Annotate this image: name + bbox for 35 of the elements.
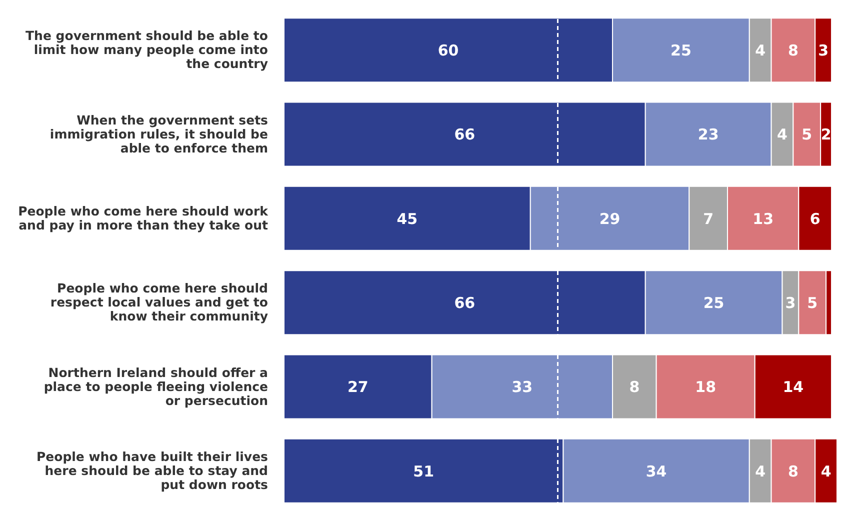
data-label: 8 — [629, 378, 640, 396]
data-label: 14 — [782, 378, 804, 396]
y-tick-label: When the government sets immigration rules, it should be able to enforce them — [50, 112, 268, 156]
y-tick-label: Northern Ireland should offer a place to people fleeing violence or persecution — [44, 364, 268, 408]
data-label: 7 — [703, 210, 714, 228]
y-tick-label: People who have built their lives here should be able to stay and put down roots — [36, 448, 268, 492]
data-label: 25 — [670, 41, 692, 60]
data-label: 13 — [752, 210, 774, 228]
data-label: 66 — [454, 294, 476, 312]
data-label: 18 — [695, 378, 716, 396]
data-label: 8 — [788, 462, 798, 480]
y-tick-label: The government should be able to limit how many people come into the country — [26, 28, 268, 72]
data-label: 5 — [802, 126, 812, 144]
data-label: 4 — [755, 462, 766, 480]
data-label: 33 — [512, 378, 533, 396]
data-label: 4 — [820, 462, 832, 480]
data-label: 4 — [755, 41, 766, 60]
data-label: 23 — [698, 126, 719, 144]
y-tick-label: People who come here should respect local values and get to know their community — [50, 280, 268, 324]
data-label: 4 — [777, 126, 788, 144]
data-label: 60 — [438, 41, 459, 60]
data-label: 5 — [807, 294, 818, 312]
data-label: 34 — [646, 462, 667, 480]
data-label: 29 — [599, 210, 620, 228]
data-label: 66 — [454, 126, 476, 144]
data-label: 27 — [347, 378, 368, 396]
y-tick-label: People who come here should work and pay in more than they take out — [18, 203, 269, 232]
data-label: 3 — [785, 294, 796, 312]
data-label: 51 — [413, 462, 434, 480]
data-label: 3 — [818, 41, 829, 60]
data-label: 25 — [703, 294, 724, 312]
data-label: 2 — [820, 126, 832, 144]
data-label: 8 — [788, 41, 798, 60]
data-label: 45 — [396, 210, 418, 228]
data-label: 6 — [810, 210, 820, 228]
